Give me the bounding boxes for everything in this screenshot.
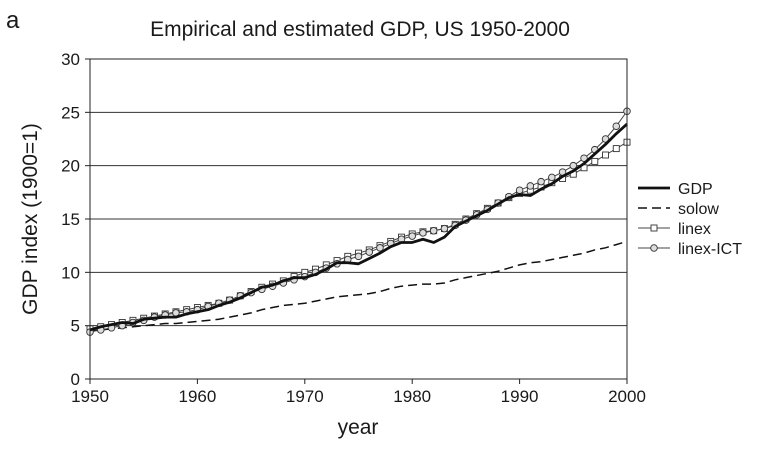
y-axis-label: GDP index (1900=1) bbox=[19, 123, 42, 315]
data-point-linex-ict bbox=[408, 232, 416, 240]
x-tick-label: 2000 bbox=[608, 387, 646, 406]
data-point-linex-ict bbox=[580, 154, 588, 162]
data-point-linex-ict bbox=[601, 135, 610, 143]
legend-label-linex-ict: linex-ICT bbox=[678, 241, 742, 258]
data-point-linex bbox=[612, 145, 620, 153]
y-tick-label: 10 bbox=[61, 263, 80, 282]
y-axis-ticks: 0 5 10 15 20 25 30 bbox=[61, 50, 90, 389]
y-tick-label: 30 bbox=[61, 50, 80, 69]
data-point-linex-ict bbox=[376, 244, 384, 252]
data-point-linex-ict bbox=[569, 161, 578, 170]
data-point-linex-ict bbox=[365, 248, 373, 256]
x-tick-label: 1990 bbox=[501, 387, 539, 406]
series-line-solow bbox=[89, 240, 628, 332]
series-line-gdp bbox=[89, 123, 628, 332]
series-line-linex-ict bbox=[89, 110, 628, 333]
x-tick-label: 1950 bbox=[71, 387, 109, 406]
panel-label: a bbox=[6, 7, 20, 34]
y-tick-label: 5 bbox=[71, 317, 80, 336]
series-gdp bbox=[89, 123, 628, 332]
y-tick-label: 15 bbox=[61, 210, 80, 229]
legend-label-linex: linex bbox=[678, 221, 711, 238]
y-tick-label: 25 bbox=[61, 103, 80, 122]
legend-marker-linex-ict bbox=[650, 244, 658, 252]
series-linex bbox=[86, 138, 631, 333]
legend-marker-linex bbox=[650, 224, 658, 232]
legend: GDP solow linex linex-ICT bbox=[638, 181, 742, 258]
data-point-linex-ict bbox=[526, 182, 535, 190]
y-tick-label: 0 bbox=[71, 370, 80, 389]
x-axis-label: year bbox=[338, 416, 379, 439]
series-solow bbox=[89, 240, 628, 332]
gridlines bbox=[90, 111, 627, 327]
x-tick-label: 1970 bbox=[286, 387, 324, 406]
y-tick-label: 20 bbox=[61, 157, 80, 176]
data-point-linex-ict bbox=[419, 229, 427, 237]
chart-title: Empirical and estimated GDP, US 1950-200… bbox=[150, 18, 570, 41]
legend-label-gdp: GDP bbox=[678, 181, 713, 198]
legend-label-solow: solow bbox=[678, 201, 719, 218]
data-point-linex-ict bbox=[612, 122, 621, 130]
data-point-linex-ict bbox=[515, 186, 524, 194]
data-point-linex-ict bbox=[354, 252, 363, 261]
data-point-linex-ict bbox=[440, 224, 449, 233]
data-point-linex bbox=[602, 151, 609, 159]
series-linex-ict bbox=[86, 107, 631, 336]
data-series bbox=[86, 107, 631, 336]
x-axis-ticks: 1950 1960 1970 1980 1990 2000 bbox=[71, 379, 646, 406]
data-point-linex-ict bbox=[537, 177, 545, 186]
data-point-linex-ict bbox=[429, 226, 438, 235]
series-line-linex bbox=[89, 141, 628, 330]
plot-frame bbox=[89, 58, 628, 380]
x-tick-label: 1960 bbox=[178, 387, 216, 406]
data-point-linex-ict bbox=[548, 173, 556, 182]
data-point-linex bbox=[591, 157, 599, 165]
x-tick-label: 1980 bbox=[393, 387, 431, 406]
